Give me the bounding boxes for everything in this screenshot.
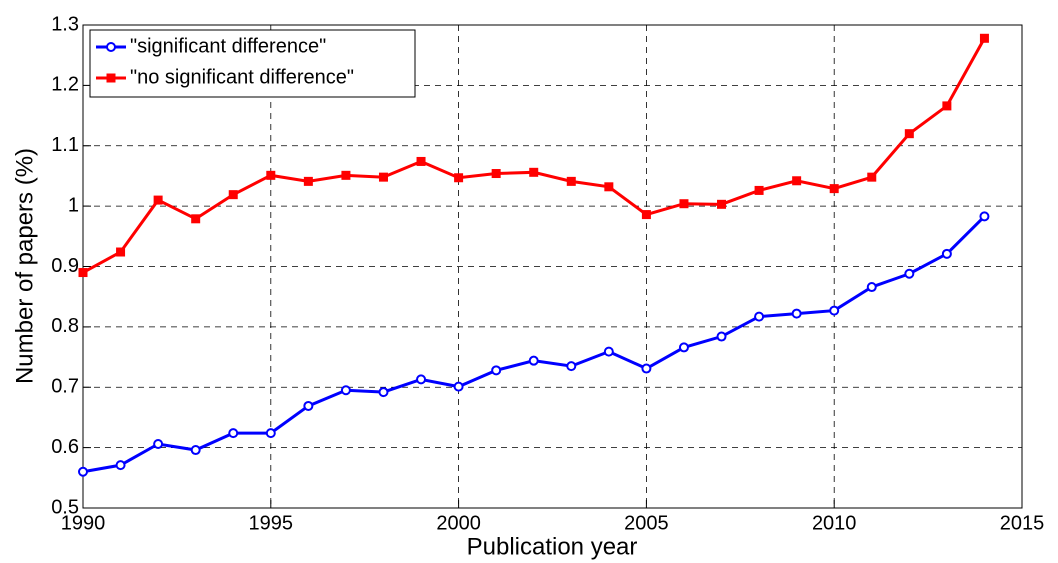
marker bbox=[678, 342, 689, 353]
x-tick-label: 2005 bbox=[624, 512, 669, 534]
marker bbox=[153, 195, 163, 205]
marker bbox=[754, 311, 765, 322]
y-tick-label: 0.6 bbox=[51, 436, 79, 458]
marker bbox=[792, 176, 802, 186]
marker bbox=[754, 185, 764, 195]
plot-frame bbox=[82, 24, 1023, 509]
marker bbox=[453, 381, 464, 392]
y-tick-label: 0.9 bbox=[51, 255, 79, 277]
y-tick-label: 1.3 bbox=[51, 13, 79, 35]
marker bbox=[341, 170, 351, 180]
y-tick-label: 1.1 bbox=[51, 134, 79, 156]
x-tick-label: 1995 bbox=[249, 512, 294, 534]
marker bbox=[106, 42, 116, 52]
legend-label: "no significant difference" bbox=[130, 66, 354, 88]
x-tick-label: 2015 bbox=[1000, 512, 1045, 534]
marker bbox=[791, 308, 802, 319]
marker bbox=[979, 211, 990, 222]
marker bbox=[491, 169, 501, 179]
marker bbox=[942, 101, 952, 111]
marker bbox=[228, 428, 239, 439]
marker bbox=[529, 167, 539, 177]
legend: "significant difference" "no significant … bbox=[89, 29, 416, 98]
marker bbox=[603, 346, 614, 357]
x-tick-label: 1990 bbox=[61, 512, 106, 534]
marker bbox=[829, 184, 839, 194]
marker bbox=[604, 182, 614, 192]
marker bbox=[78, 466, 88, 477]
y-tick-label: 1.2 bbox=[51, 74, 79, 96]
marker bbox=[153, 439, 164, 450]
marker bbox=[528, 355, 539, 366]
marker bbox=[904, 268, 915, 279]
marker bbox=[941, 248, 952, 259]
marker bbox=[717, 199, 727, 209]
marker bbox=[378, 172, 388, 182]
marker bbox=[228, 190, 238, 200]
marker bbox=[679, 199, 689, 209]
legend-label: "significant difference" bbox=[130, 35, 326, 57]
y-axis-label: Number of papers (%) bbox=[11, 148, 38, 384]
marker bbox=[491, 365, 502, 376]
marker bbox=[416, 156, 426, 166]
x-axis-label: Publication year bbox=[467, 533, 638, 560]
marker bbox=[904, 129, 914, 139]
marker bbox=[265, 428, 276, 439]
marker bbox=[566, 176, 576, 186]
marker bbox=[303, 176, 313, 186]
marker bbox=[866, 282, 877, 293]
series-line bbox=[82, 215, 986, 474]
marker bbox=[641, 363, 652, 374]
marker bbox=[340, 385, 351, 396]
x-tick-label: 2000 bbox=[436, 512, 481, 534]
marker bbox=[116, 247, 126, 257]
legend-box bbox=[89, 29, 416, 98]
marker bbox=[566, 361, 577, 372]
marker bbox=[115, 460, 126, 471]
marker bbox=[454, 173, 464, 183]
y-tick-label: 0.8 bbox=[51, 315, 79, 337]
marker bbox=[191, 214, 201, 224]
y-tick-label: 0.7 bbox=[51, 376, 79, 398]
marker bbox=[641, 210, 651, 220]
marker bbox=[78, 268, 88, 278]
marker bbox=[106, 73, 116, 83]
marker bbox=[716, 331, 727, 342]
marker bbox=[416, 374, 427, 385]
marker bbox=[190, 445, 201, 456]
y-tick-label: 1 bbox=[68, 194, 79, 216]
marker bbox=[867, 172, 877, 182]
marker bbox=[266, 170, 276, 180]
x-tick-label: 2010 bbox=[812, 512, 857, 534]
marker bbox=[829, 305, 840, 316]
marker bbox=[979, 33, 989, 43]
marker bbox=[378, 387, 389, 398]
y-tick-label: 0.5 bbox=[51, 496, 79, 518]
marker bbox=[303, 400, 314, 411]
